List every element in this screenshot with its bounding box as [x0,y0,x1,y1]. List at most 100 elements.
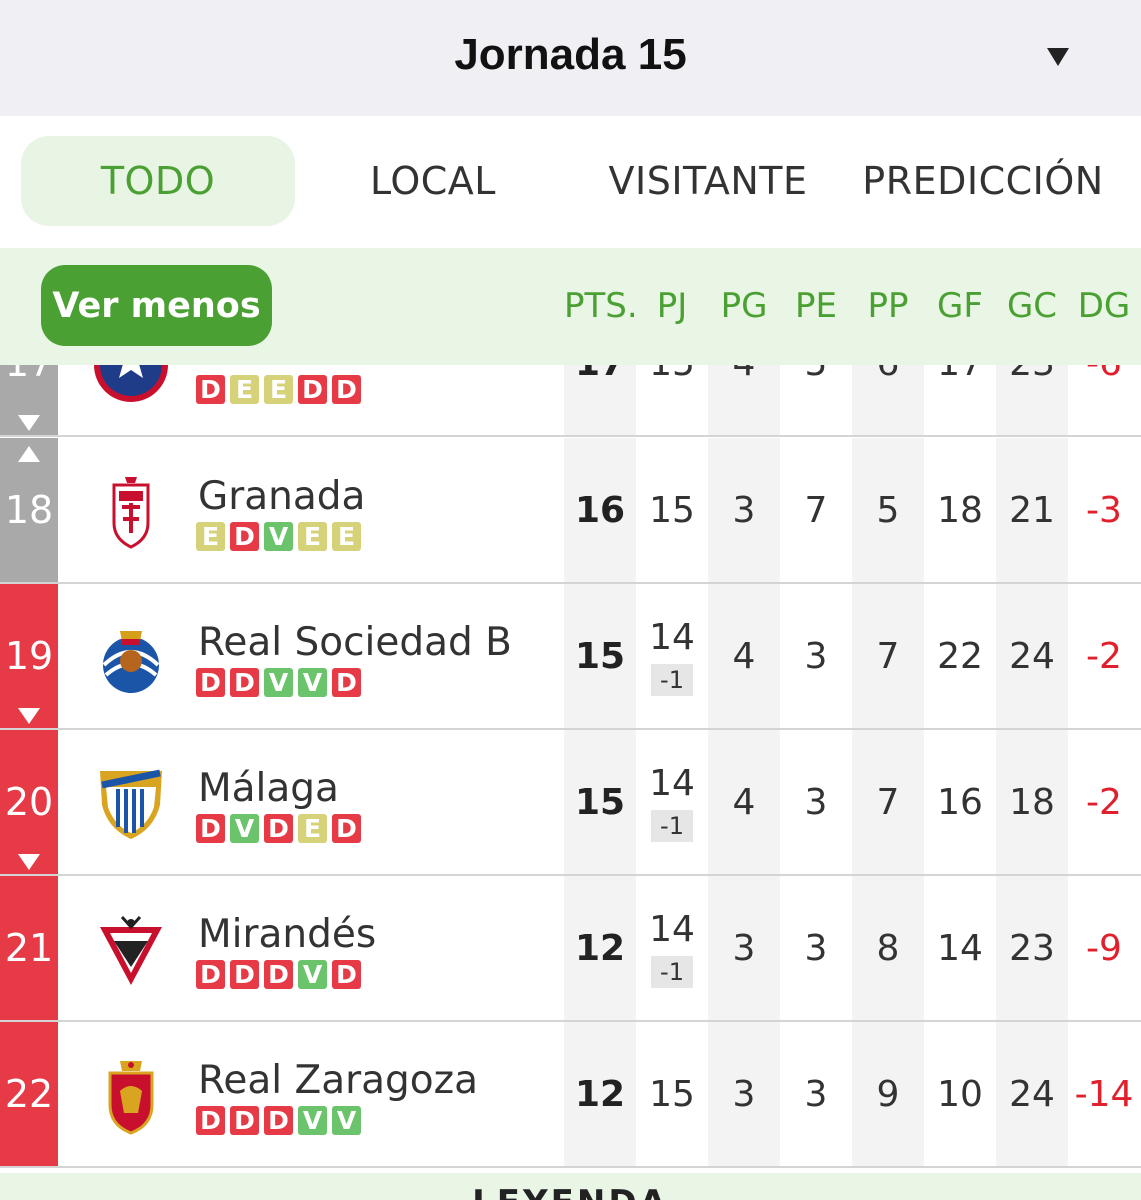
matchday-selector[interactable]: Jornada 15 [0,0,1141,116]
cell-gf: 14 [937,927,983,969]
gc-shade [996,365,1068,435]
cell-pp: 7 [876,781,900,823]
pp-shade [852,584,924,728]
position-badge: 19 [0,584,58,728]
pp-shade [852,365,924,435]
form-badge: V [332,1106,361,1135]
column-header-pj: PJ [656,286,688,326]
table-row[interactable]: 18 Granada E D V E E 16 15 3 7 5 18 21 -… [0,438,1141,584]
granada-crest-icon [112,477,150,549]
cell-pg: 4 [732,635,756,677]
form-badge: D [196,375,225,404]
form-badge: V [264,668,293,697]
cell-pg: 4 [732,781,756,823]
cell-dg: -14 [1074,1073,1134,1115]
cell-dg: -2 [1086,635,1122,677]
pg-shade [708,438,780,582]
cell-pp: 8 [876,927,900,969]
played-value: 14 [649,762,695,804]
form-badge: D [264,1106,293,1135]
form-badge: D [264,960,293,989]
cell-pg: 3 [732,1073,756,1115]
column-header-pe: PE [795,286,837,326]
table-row[interactable]: 20 Málaga D V D E D 15 14 -1 4 3 7 16 18 [0,730,1141,876]
cell-pe: 3 [804,927,828,969]
form-badge: E [264,375,293,404]
position-number: 21 [4,926,54,970]
form-badge: D [332,668,361,697]
tab-visitante[interactable]: VISITANTE [608,159,808,203]
team-name[interactable]: Málaga [198,766,339,811]
gc-shade [996,730,1068,874]
cell-pg: 3 [732,489,756,531]
column-header-gf: GF [937,286,983,326]
column-header-pts: PTS. [564,286,638,326]
gc-shade [996,876,1068,1020]
caret-down-icon[interactable] [1047,48,1069,66]
mirandes-crest-icon [100,915,162,985]
cell-pj: 15 [649,489,695,531]
position-badge: 21 [0,876,58,1020]
pending-match-badge: -1 [651,809,693,842]
form-badge: D [332,960,361,989]
cell-gc: 21 [1009,489,1055,531]
table-row[interactable]: 17 D E E D D 17 15 4 5 6 17 23 -6 [0,365,1141,437]
pg-shade [708,876,780,1020]
played-value: 14 [649,616,695,658]
recent-form: D D V V D [196,668,361,697]
team-name[interactable]: Mirandés [198,912,377,957]
cell-pts: 12 [574,1073,626,1115]
form-badge: D [264,814,293,843]
pts-shade [564,876,636,1020]
team-name[interactable]: Granada [198,474,366,519]
pp-shade [852,730,924,874]
tab-todo[interactable]: TODO [21,136,295,226]
malaga-crest-icon [100,769,162,839]
filter-tabs: TODO LOCAL VISITANTE PREDICCIÓN [0,116,1141,248]
form-badge: V [298,668,327,697]
table-row[interactable]: 21 Mirandés D D D V D 12 14 -1 3 3 8 14 [0,876,1141,1022]
cell-gf: 16 [937,781,983,823]
cell-pts: 16 [574,489,626,531]
form-badge: V [298,960,327,989]
form-badge: D [230,960,259,989]
form-badge: D [230,522,259,551]
cell-pp: 7 [876,635,900,677]
tab-local[interactable]: LOCAL [370,159,496,203]
table-row[interactable]: 22 Real Zaragoza D D D V V 12 15 3 3 9 1… [0,1022,1141,1168]
team-name[interactable]: Real Sociedad B [198,620,512,665]
position-badge: 18 [0,438,58,582]
recent-form: D D D V D [196,960,361,989]
pts-shade [564,584,636,728]
real-sociedad-crest-icon [102,631,160,693]
cell-pe: 3 [804,1073,828,1115]
recent-form: D E E D D [196,375,361,404]
pts-shade [564,438,636,582]
cell-dg: -9 [1086,927,1122,969]
cell-pts: 15 [574,781,626,823]
pg-shade [708,365,780,435]
table-row[interactable]: 19 Real Sociedad B D D V V D 15 14 -1 4 [0,584,1141,730]
pp-shade [852,438,924,582]
column-header-dg: DG [1077,286,1131,326]
cell-gc: 23 [1009,927,1055,969]
form-badge: V [264,522,293,551]
legend-title: LEYENDA [0,1183,1141,1200]
cell-pe: 3 [804,635,828,677]
ver-menos-button[interactable]: Ver menos [41,265,272,346]
cell-dg: -6 [1068,365,1140,435]
pts-shade [564,365,636,435]
form-badge: E [298,522,327,551]
trend-down-icon [18,708,40,724]
position-badge: 20 [0,730,58,874]
cell-gf: 17 [924,365,996,435]
cell-gc: 18 [1009,781,1055,823]
team-name[interactable]: Real Zaragoza [198,1058,479,1103]
recent-form: E D V E E [196,522,361,551]
position-number: 19 [4,634,54,678]
form-badge: D [332,375,361,404]
tab-prediccion[interactable]: PREDICCIÓN [862,159,1104,203]
pg-shade [708,1022,780,1166]
recent-form: D V D E D [196,814,361,843]
column-header-gc: GC [1006,286,1058,326]
